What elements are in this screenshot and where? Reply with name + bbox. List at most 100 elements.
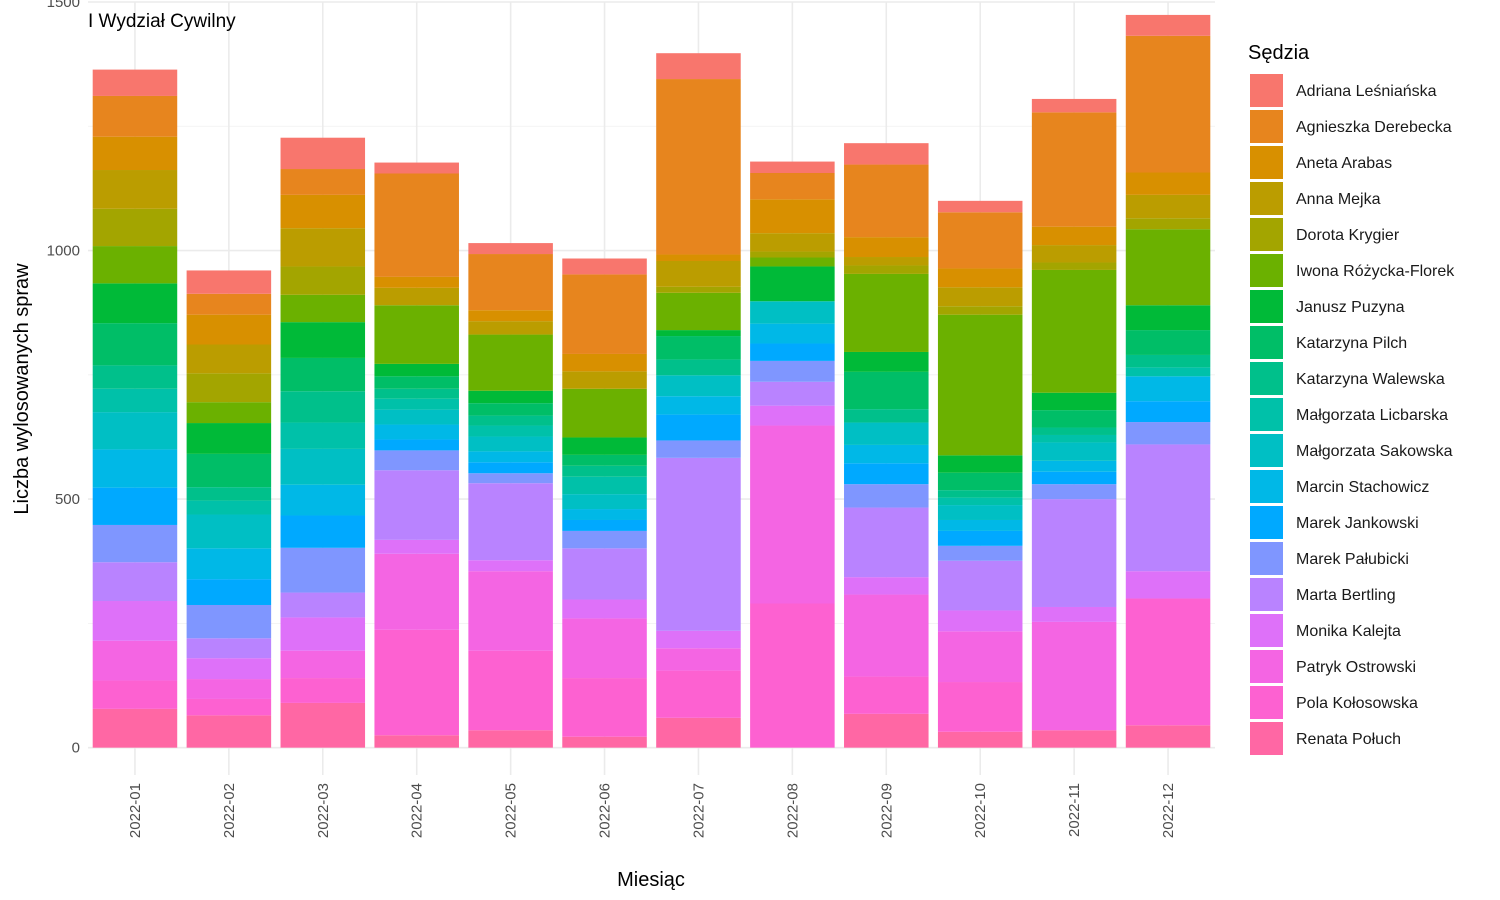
bar-segment [92, 323, 178, 366]
bar-segment [92, 170, 178, 209]
legend-swatch [1250, 146, 1283, 179]
bar-segment [844, 257, 929, 266]
bar-segment [1031, 410, 1117, 428]
legend-label: Marek Pałubicki [1296, 551, 1409, 568]
bar-segment [750, 323, 835, 344]
bar-segment [937, 490, 1023, 498]
y-tick-label: 1000 [47, 243, 80, 260]
bar-segment [374, 424, 459, 440]
bar-segment [468, 571, 553, 651]
bar-segment [750, 343, 835, 361]
bar-segment [562, 736, 647, 748]
bar-segment [656, 254, 741, 261]
bar-segment [468, 436, 553, 452]
legend-label: Iwona Różycka-Florek [1296, 263, 1455, 280]
x-tick-label: 2022-02 [221, 783, 238, 838]
bar-segment [1031, 442, 1117, 461]
bar-segment [280, 266, 366, 295]
y-tick-label: 0 [72, 740, 80, 757]
legend-label: Pola Kołosowska [1296, 695, 1418, 712]
bar-segment [92, 365, 178, 389]
bar-segment [468, 243, 553, 255]
bar-segment [750, 161, 835, 174]
bar-segment [468, 730, 553, 748]
bar-segment [374, 388, 459, 399]
bar-segment [468, 462, 553, 474]
bar-segment [280, 422, 366, 449]
bar-segment [937, 731, 1023, 748]
bar-segment [1031, 621, 1117, 731]
x-tick-label: 2022-01 [127, 783, 144, 838]
bar-segment [1125, 354, 1211, 368]
bar-segment [937, 545, 1023, 561]
bar-segment [374, 553, 459, 630]
bar-segment [750, 603, 835, 748]
bar-segment [186, 423, 272, 454]
bar-segment [656, 330, 741, 337]
bar-segment [1031, 427, 1117, 435]
legend-swatch [1250, 434, 1283, 467]
bar-segment [844, 444, 929, 464]
bar-segment [468, 310, 553, 322]
legend-label: Aneta Arabas [1296, 155, 1392, 172]
bar-segment [656, 53, 741, 80]
legend-swatch [1250, 362, 1283, 395]
x-tick-label: 2022-09 [878, 783, 895, 838]
bar-segment [374, 450, 459, 471]
legend-label: Marek Jankowski [1296, 515, 1419, 532]
x-tick-label: 2022-05 [503, 783, 520, 838]
bar-segment [186, 270, 272, 294]
bar-segment [374, 305, 459, 364]
bar-segment [1125, 194, 1211, 219]
bar-segment [750, 425, 835, 604]
bar-segment [562, 274, 647, 354]
bar-segment [937, 505, 1023, 520]
bar-segment [280, 650, 366, 679]
bar-segment [1031, 434, 1117, 443]
bar-segment [374, 470, 459, 540]
bar-segment [562, 388, 647, 438]
bar-segment [1031, 484, 1117, 500]
y-tick-label: 500 [55, 491, 80, 508]
bar-segment [280, 448, 366, 485]
bar-segment [374, 629, 459, 736]
legend-title: Sędzia [1248, 42, 1310, 64]
bar-segment [656, 630, 741, 649]
bar-segment [937, 530, 1023, 546]
bar-segment [844, 273, 929, 352]
legend-swatch [1250, 290, 1283, 323]
x-axis: 2022-01 2022-02 2022-03 2022-04 2022-05 2022-… [127, 783, 1177, 838]
bar-segment [468, 415, 553, 426]
bar-segment [656, 375, 741, 397]
bar-segment [1125, 367, 1211, 377]
bar-segment [468, 254, 553, 311]
bar-segment [280, 194, 366, 229]
chart-title: I Wydział Cywilny [88, 11, 236, 32]
bar-segment [937, 200, 1023, 213]
bar-segment [186, 579, 272, 605]
bar-segment [186, 344, 272, 374]
bar-segment [1125, 330, 1211, 355]
bar-segment [374, 173, 459, 277]
legend-label: Małgorzata Sakowska [1296, 443, 1453, 460]
bar-segment [750, 199, 835, 234]
legend-swatch [1250, 722, 1283, 755]
x-tick-label: 2022-11 [1066, 783, 1083, 837]
bar-segment [844, 463, 929, 485]
bar-segment [92, 601, 178, 641]
bar-segment [844, 265, 929, 274]
bar-segment [1125, 14, 1211, 36]
bar-segment [374, 409, 459, 425]
bar-segment [280, 137, 366, 170]
bar-segment [92, 69, 178, 96]
bar-segment [92, 562, 178, 602]
bar-segment [186, 638, 272, 659]
bar-segment [280, 592, 366, 618]
bar-segment [186, 314, 272, 345]
bar-segment [374, 439, 459, 451]
bar-segment [750, 266, 835, 302]
bar-segment [280, 617, 366, 651]
bar-segment [280, 678, 366, 703]
bar-segment [186, 293, 272, 315]
x-tick-label: 2022-03 [315, 783, 332, 838]
